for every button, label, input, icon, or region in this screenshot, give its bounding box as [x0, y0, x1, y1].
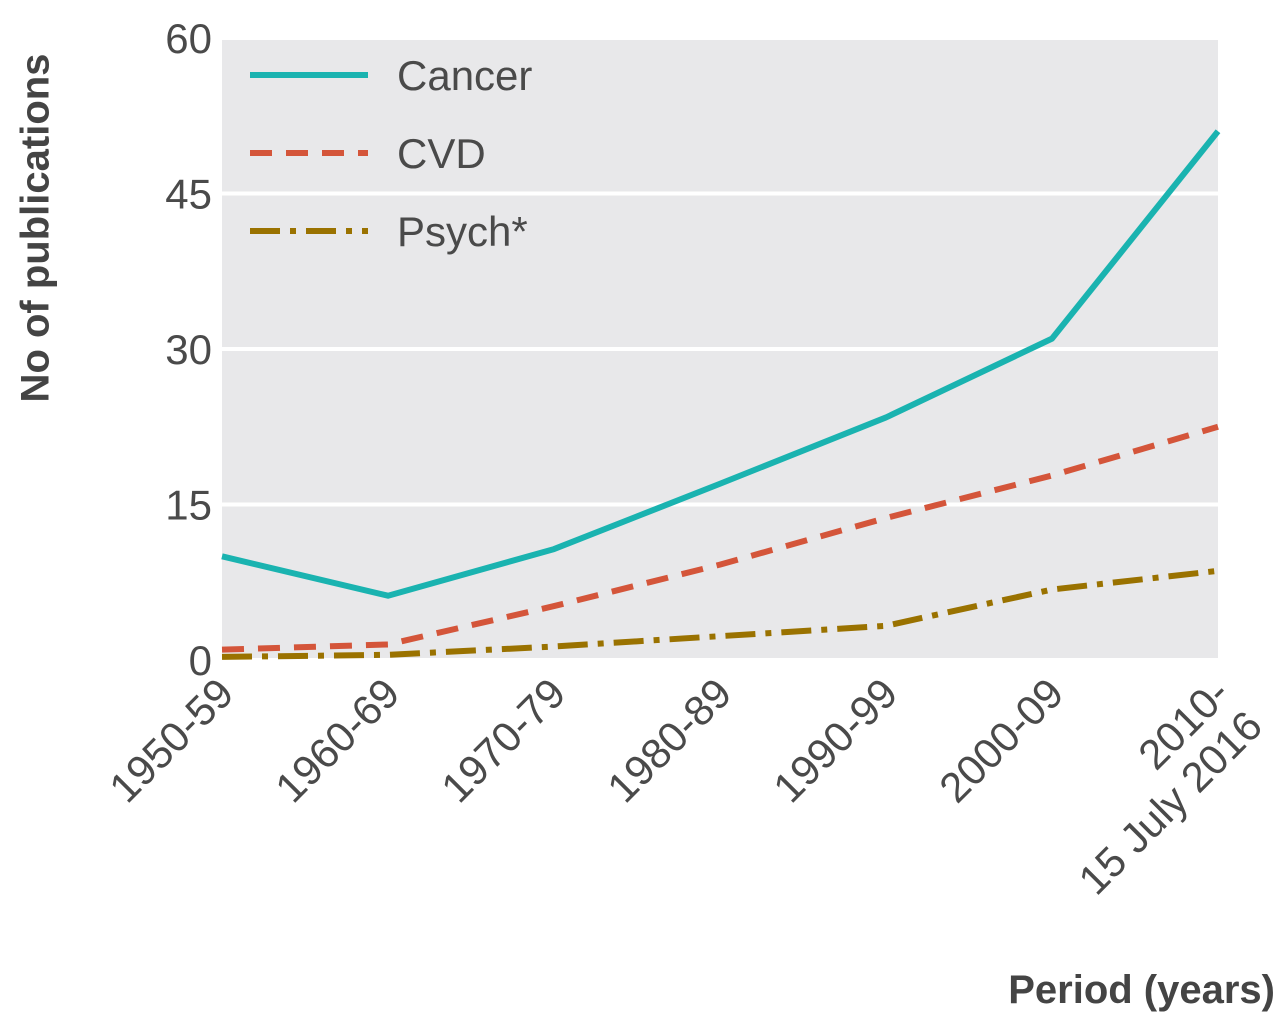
x-tick-label: 1980-89: [598, 669, 740, 811]
x-axis-title: Period (years): [1008, 968, 1275, 1012]
y-axis-title: No of publications: [14, 54, 58, 403]
x-tick-label: 1960-69: [266, 669, 408, 811]
x-tick-label: 1990-99: [764, 669, 906, 811]
x-tick-label: 2000-09: [930, 669, 1072, 811]
legend-label: CVD: [397, 130, 486, 177]
legend-label: Psych*: [397, 208, 528, 255]
y-tick-label: 45: [165, 171, 212, 218]
y-tick-label: 60: [165, 15, 212, 62]
series-line: [221, 129, 1221, 599]
y-tick-label: 30: [165, 326, 212, 373]
y-tick-label: 0: [189, 637, 212, 684]
x-tick-label: 1970-79: [432, 669, 574, 811]
series-line: [221, 423, 1219, 653]
x-tick-label: 1950-59: [100, 669, 242, 811]
x-tick-label: 2010-15 July 2016: [1037, 669, 1271, 903]
y-tick-label: 15: [165, 482, 212, 529]
legend-label: Cancer: [397, 52, 532, 99]
